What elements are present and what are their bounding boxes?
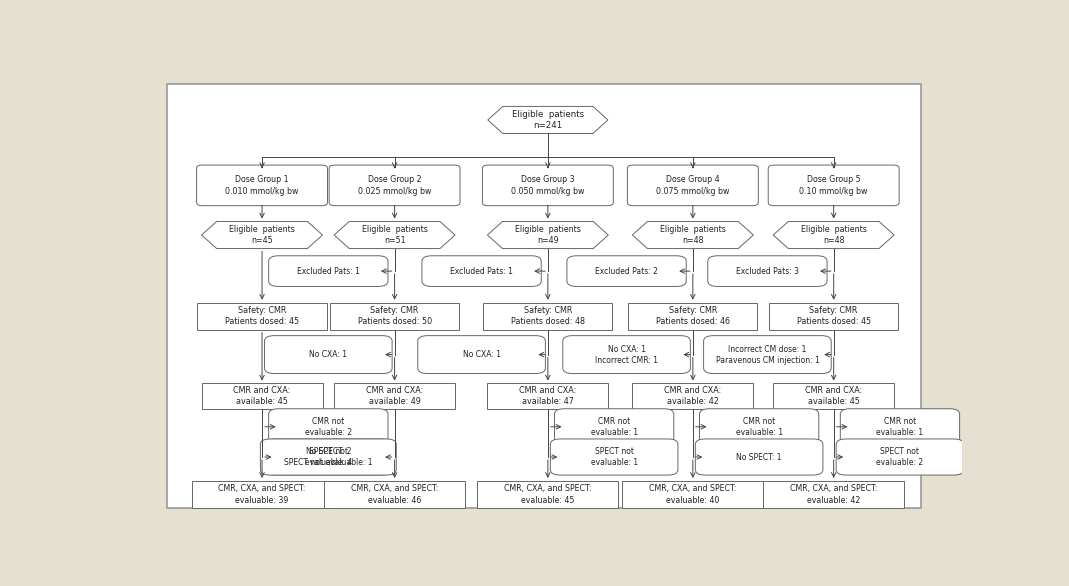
FancyBboxPatch shape [695, 439, 823, 475]
FancyBboxPatch shape [422, 255, 541, 287]
Text: Safety: CMR
Patients dosed: 46: Safety: CMR Patients dosed: 46 [656, 306, 730, 326]
Text: Eligible  patients
n=49: Eligible patients n=49 [515, 225, 580, 245]
Polygon shape [335, 222, 455, 248]
Text: CMR and CXA:
available: 45: CMR and CXA: available: 45 [233, 386, 291, 406]
Text: CMR and CXA:
available: 47: CMR and CXA: available: 47 [520, 386, 576, 406]
Polygon shape [487, 222, 608, 248]
Polygon shape [633, 222, 754, 248]
Text: Safety: CMR
Patients dosed: 45: Safety: CMR Patients dosed: 45 [224, 306, 299, 326]
FancyBboxPatch shape [264, 439, 392, 475]
Bar [773, 383, 894, 409]
Bar [330, 303, 460, 330]
Text: CMR and CXA:
available: 45: CMR and CXA: available: 45 [805, 386, 863, 406]
Text: CMR and CXA:
available: 42: CMR and CXA: available: 42 [664, 386, 722, 406]
FancyBboxPatch shape [708, 255, 827, 287]
FancyBboxPatch shape [482, 165, 614, 206]
Text: CMR, CXA, and SPECT:
evaluable: 39: CMR, CXA, and SPECT: evaluable: 39 [218, 484, 306, 505]
FancyBboxPatch shape [567, 255, 686, 287]
Bar [198, 303, 327, 330]
FancyBboxPatch shape [268, 409, 388, 445]
Polygon shape [202, 222, 323, 248]
Text: Safety: CMR
Patients dosed: 50: Safety: CMR Patients dosed: 50 [357, 306, 432, 326]
Bar [769, 303, 898, 330]
Text: CMR not
evaluable: 1: CMR not evaluable: 1 [735, 417, 783, 437]
Text: SPECT not
evaluable: 4: SPECT not evaluable: 4 [305, 447, 352, 467]
Bar [487, 383, 608, 409]
Text: Eligible  patients
n=51: Eligible patients n=51 [361, 225, 428, 245]
Text: Dose Group 1
0.010 mmol/kg bw: Dose Group 1 0.010 mmol/kg bw [226, 175, 299, 196]
Text: Eligible  patients
n=48: Eligible patients n=48 [660, 225, 726, 245]
FancyBboxPatch shape [551, 439, 678, 475]
Text: Dose Group 5
0.10 mmol/kg bw: Dose Group 5 0.10 mmol/kg bw [800, 175, 868, 196]
Text: Dose Group 4
0.075 mmol/kg bw: Dose Group 4 0.075 mmol/kg bw [656, 175, 730, 196]
Text: Safety: CMR
Patients dosed: 48: Safety: CMR Patients dosed: 48 [511, 306, 585, 326]
Text: SPECT not
evaluable: 1: SPECT not evaluable: 1 [590, 447, 638, 467]
Text: Excluded Pats: 1: Excluded Pats: 1 [297, 267, 360, 275]
Text: Eligible  patients
n=241: Eligible patients n=241 [512, 110, 584, 130]
Text: Excluded Pats: 1: Excluded Pats: 1 [450, 267, 513, 275]
Text: SPECT not
evaluable: 2: SPECT not evaluable: 2 [877, 447, 924, 467]
Text: No CXA: 1
Incorrect CMR: 1: No CXA: 1 Incorrect CMR: 1 [595, 345, 659, 364]
FancyBboxPatch shape [628, 165, 758, 206]
Bar [622, 481, 763, 508]
Bar [629, 303, 758, 330]
Bar [335, 383, 455, 409]
Text: CMR not
evaluable: 1: CMR not evaluable: 1 [590, 417, 638, 437]
Text: CMR, CXA, and SPECT:
evaluable: 46: CMR, CXA, and SPECT: evaluable: 46 [351, 484, 438, 505]
FancyBboxPatch shape [769, 165, 899, 206]
FancyBboxPatch shape [703, 336, 832, 373]
Text: Eligible  patients
n=48: Eligible patients n=48 [801, 225, 867, 245]
FancyBboxPatch shape [264, 336, 392, 373]
Bar [633, 383, 754, 409]
Text: Safety: CMR
Patients dosed: 45: Safety: CMR Patients dosed: 45 [796, 306, 871, 326]
Text: CMR not
evaluable: 2: CMR not evaluable: 2 [305, 417, 352, 437]
Text: Excluded Pats: 3: Excluded Pats: 3 [735, 267, 799, 275]
Text: CMR, CXA, and SPECT:
evaluable: 40: CMR, CXA, and SPECT: evaluable: 40 [649, 484, 737, 505]
Bar [191, 481, 332, 508]
Text: No CXA: 1: No CXA: 1 [309, 350, 347, 359]
Text: Eligible  patients
n=45: Eligible patients n=45 [229, 225, 295, 245]
Text: CMR not
evaluable: 1: CMR not evaluable: 1 [877, 417, 924, 437]
Text: Dose Group 2
0.025 mmol/kg bw: Dose Group 2 0.025 mmol/kg bw [358, 175, 432, 196]
Text: CMR, CXA, and SPECT:
evaluable: 42: CMR, CXA, and SPECT: evaluable: 42 [790, 484, 878, 505]
Text: No SPECT: 1: No SPECT: 1 [737, 452, 781, 462]
Bar [202, 383, 323, 409]
FancyBboxPatch shape [268, 255, 388, 287]
Bar [478, 481, 618, 508]
FancyBboxPatch shape [555, 409, 673, 445]
Bar [483, 303, 613, 330]
FancyBboxPatch shape [197, 165, 327, 206]
FancyBboxPatch shape [699, 409, 819, 445]
Bar [324, 481, 465, 508]
Text: No SPECT: 2
SPECT not evaluable: 1: No SPECT: 2 SPECT not evaluable: 1 [284, 447, 373, 467]
Bar [763, 481, 904, 508]
FancyBboxPatch shape [418, 336, 545, 373]
FancyBboxPatch shape [261, 439, 397, 475]
Text: Excluded Pats: 2: Excluded Pats: 2 [595, 267, 659, 275]
Polygon shape [773, 222, 894, 248]
Text: Dose Group 3
0.050 mmol/kg bw: Dose Group 3 0.050 mmol/kg bw [511, 175, 585, 196]
Text: CMR and CXA:
available: 49: CMR and CXA: available: 49 [366, 386, 423, 406]
FancyBboxPatch shape [840, 409, 960, 445]
FancyBboxPatch shape [562, 336, 691, 373]
Text: CMR, CXA, and SPECT:
evaluable: 45: CMR, CXA, and SPECT: evaluable: 45 [505, 484, 591, 505]
FancyBboxPatch shape [329, 165, 460, 206]
Text: Incorrect CM dose: 1
Paravenous CM injection: 1: Incorrect CM dose: 1 Paravenous CM injec… [715, 345, 819, 364]
FancyBboxPatch shape [167, 84, 920, 508]
Polygon shape [487, 107, 608, 134]
FancyBboxPatch shape [836, 439, 964, 475]
Text: No CXA: 1: No CXA: 1 [463, 350, 500, 359]
